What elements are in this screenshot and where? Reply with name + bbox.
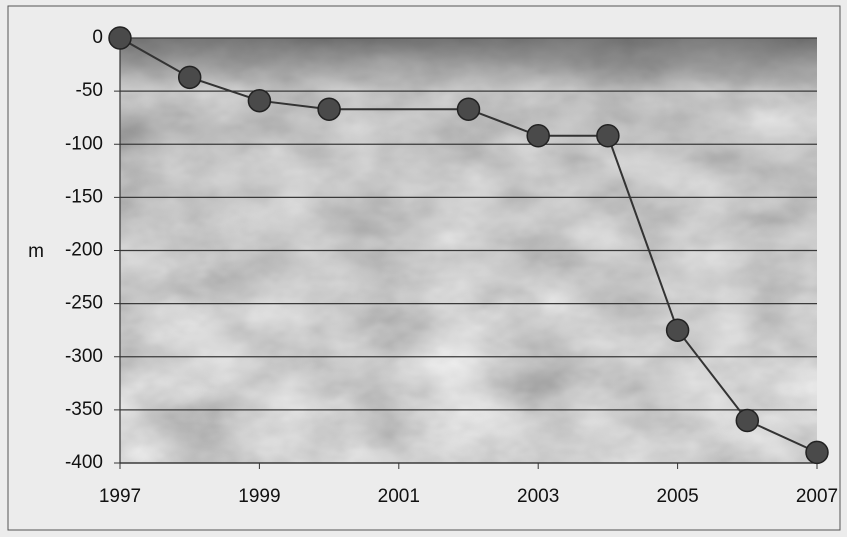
data-point (596, 124, 620, 148)
x-tick-label: 2007 (796, 486, 838, 507)
y-tick-label: -300 (65, 346, 103, 367)
data-point (108, 26, 132, 50)
y-tick-label: -50 (76, 80, 103, 101)
y-tick-label: -150 (65, 186, 103, 207)
y-tick-label: -250 (65, 293, 103, 314)
y-tick-label: -100 (65, 133, 103, 154)
data-point (247, 88, 272, 113)
x-tick-label: 2005 (656, 486, 698, 507)
y-tick-label: -350 (65, 399, 103, 420)
y-tick-label: -200 (65, 240, 103, 261)
data-point (317, 97, 341, 121)
data-line (119, 37, 818, 454)
y-axis-label: m (28, 241, 44, 262)
data-point (456, 97, 481, 121)
data-point (526, 124, 550, 148)
data-point (665, 318, 690, 342)
x-tick-label: 1997 (99, 486, 141, 507)
y-tick-label: -400 (65, 452, 103, 473)
data-point (805, 440, 829, 465)
x-tick-label: 2003 (517, 486, 559, 507)
data-point (177, 65, 202, 90)
data-point (735, 408, 760, 433)
x-tick-label: 2001 (378, 486, 420, 507)
x-tick-label: 1999 (238, 486, 280, 507)
y-tick-label: 0 (92, 27, 103, 48)
frame (7, 5, 841, 531)
